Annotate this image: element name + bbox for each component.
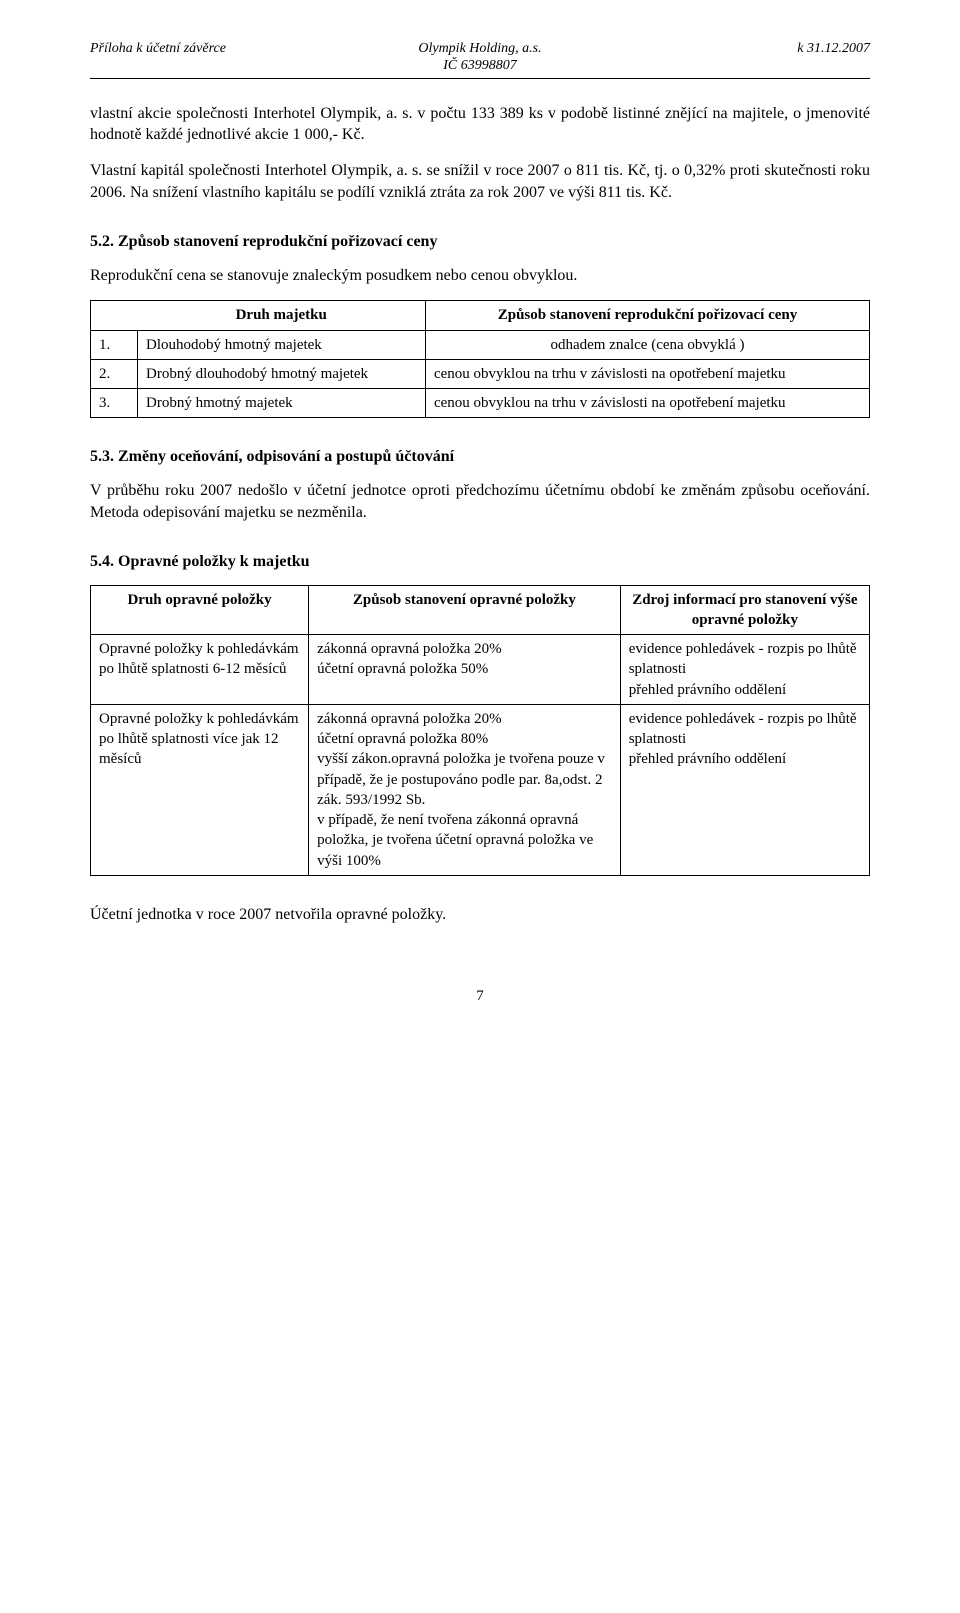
table-header-col1: Druh majetku xyxy=(138,301,426,330)
cell-num: 1. xyxy=(91,330,138,359)
paragraph-1: vlastní akcie společnosti Interhotel Oly… xyxy=(90,103,870,146)
cell-c1: Opravné položky k pohledávkám po lhůtě s… xyxy=(91,635,309,705)
cell-name: Drobný dlouhodobý hmotný majetek xyxy=(138,359,426,388)
table-row: Opravné položky k pohledávkám po lhůtě s… xyxy=(91,635,870,705)
cell-name: Dlouhodobý hmotný majetek xyxy=(138,330,426,359)
cell-c2: zákonná opravná položka 20% účetní oprav… xyxy=(309,635,621,705)
cell-c3: evidence pohledávek - rozpis po lhůtě sp… xyxy=(620,635,869,705)
table-row: Druh opravné položky Způsob stanovení op… xyxy=(91,585,870,635)
table-header-c2: Způsob stanovení opravné položky xyxy=(309,585,621,635)
table-row: Druh majetku Způsob stanovení reprodukčn… xyxy=(91,301,870,330)
cell-name: Drobný hmotný majetek xyxy=(138,389,426,418)
cell-num: 3. xyxy=(91,389,138,418)
section-5-4-title: 5.4. Opravné položky k majetku xyxy=(90,551,870,573)
header-rule xyxy=(90,78,870,79)
header-right: k 31.12.2007 xyxy=(670,40,870,59)
table-header-col2: Způsob stanovení reprodukční pořizovací … xyxy=(425,301,869,330)
section-5-2-para: Reprodukční cena se stanovuje znaleckým … xyxy=(90,265,870,287)
cell-method: cenou obvyklou na trhu v závislosti na o… xyxy=(425,389,869,418)
cell-c2: zákonná opravná položka 20% účetní oprav… xyxy=(309,704,621,875)
cell-method: cenou obvyklou na trhu v závislosti na o… xyxy=(425,359,869,388)
page: Příloha k účetní závěrce Olympik Holding… xyxy=(0,0,960,1066)
header-left: Příloha k účetní závěrce xyxy=(90,40,290,59)
table-reproduction-cost: Druh majetku Způsob stanovení reprodukčn… xyxy=(90,300,870,418)
table-header-c3: Zdroj informací pro stanovení výše oprav… xyxy=(620,585,869,635)
table-row: Opravné položky k pohledávkám po lhůtě s… xyxy=(91,704,870,875)
section-5-2-title: 5.2. Způsob stanovení reprodukční pořizo… xyxy=(90,231,870,253)
table-row: 3. Drobný hmotný majetek cenou obvyklou … xyxy=(91,389,870,418)
page-number: 7 xyxy=(90,986,870,1006)
table-header-c1: Druh opravné položky xyxy=(91,585,309,635)
table-header-empty xyxy=(91,301,138,330)
cell-method: odhadem znalce (cena obvyklá ) xyxy=(425,330,869,359)
paragraph-last: Účetní jednotka v roce 2007 netvořila op… xyxy=(90,904,870,926)
table-row: 2. Drobný dlouhodobý hmotný majetek ceno… xyxy=(91,359,870,388)
table-row: 1. Dlouhodobý hmotný majetek odhadem zna… xyxy=(91,330,870,359)
header-center-sub: IČ 63998807 xyxy=(90,57,870,76)
section-5-3-title: 5.3. Změny oceňování, odpisování a postu… xyxy=(90,446,870,468)
cell-c3: evidence pohledávek - rozpis po lhůtě sp… xyxy=(620,704,869,875)
cell-num: 2. xyxy=(91,359,138,388)
table-opravne-polozky: Druh opravné položky Způsob stanovení op… xyxy=(90,585,870,876)
paragraph-2: Vlastní kapitál společnosti Interhotel O… xyxy=(90,160,870,203)
section-5-3-para: V průběhu roku 2007 nedošlo v účetní jed… xyxy=(90,480,870,523)
cell-c1: Opravné položky k pohledávkám po lhůtě s… xyxy=(91,704,309,875)
